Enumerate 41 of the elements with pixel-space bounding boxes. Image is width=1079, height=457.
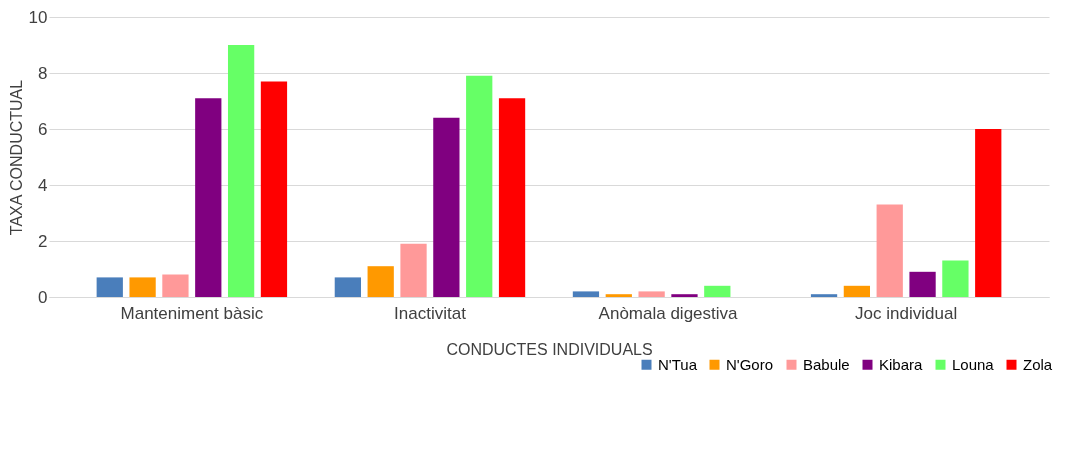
legend-label: N'Tua (658, 355, 698, 373)
x-tick-label: Inactivitat (394, 303, 467, 323)
bar (367, 266, 394, 297)
x-axis-title: CONDUCTES INDIVIDUALS (446, 340, 653, 358)
bar (162, 274, 189, 297)
bar (704, 285, 731, 297)
bar (605, 294, 632, 297)
bar (810, 294, 838, 297)
legend-label: Kibara (879, 355, 924, 373)
bar (843, 285, 871, 297)
y-axis-title: TAXA CONDUCTUAL (7, 79, 25, 236)
bar (466, 75, 493, 297)
y-tick-label: 2 (38, 231, 48, 251)
bar (572, 291, 600, 297)
y-tick-label: 4 (38, 175, 48, 195)
y-tick-label: 10 (28, 7, 48, 27)
bar (909, 271, 936, 297)
bar (975, 129, 1002, 297)
y-tick-label: 8 (38, 63, 48, 83)
bar (433, 117, 460, 297)
bar (638, 291, 665, 297)
bar (671, 294, 698, 297)
x-tick-label: Joc individual (855, 303, 958, 323)
bar (942, 260, 969, 297)
bar (876, 204, 903, 297)
bar (96, 277, 123, 297)
x-tick-label: Anòmala digestiva (598, 303, 739, 323)
bar (260, 81, 288, 297)
bar (400, 243, 427, 297)
y-tick-label: 0 (38, 287, 48, 307)
legend-label: Zola (1023, 355, 1053, 373)
bar (498, 98, 526, 297)
bar (195, 98, 222, 297)
bar (334, 277, 361, 297)
x-tick-label: Manteniment bàsic (120, 303, 264, 323)
legend-label: N'Goro (726, 355, 774, 373)
legend-label: Babule (803, 355, 850, 373)
bar (227, 45, 255, 297)
legend-label: Louna (952, 355, 995, 373)
y-tick-label: 6 (38, 119, 48, 139)
bar (129, 277, 156, 297)
